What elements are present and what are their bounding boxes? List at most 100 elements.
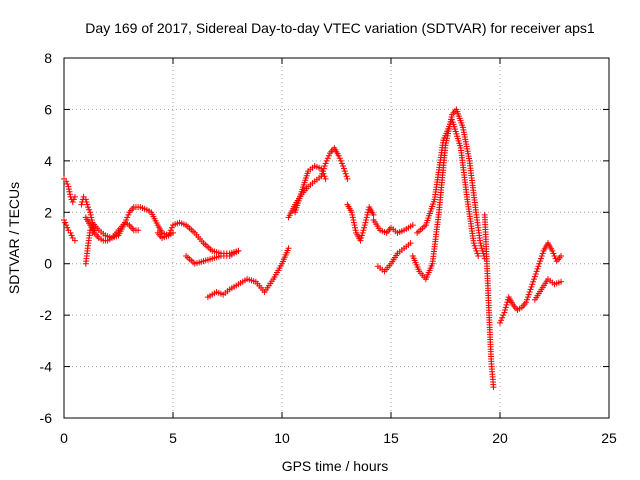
- data-point: [480, 250, 487, 257]
- data-point: [352, 227, 359, 234]
- data-point: [352, 224, 359, 231]
- data-point: [337, 157, 344, 164]
- series-P: [414, 116, 482, 259]
- data-point: [475, 253, 482, 259]
- data-point: [363, 214, 370, 221]
- data-point: [500, 312, 507, 319]
- data-point: [550, 250, 557, 257]
- series-F: [89, 204, 176, 241]
- data-point: [551, 253, 558, 259]
- data-point: [526, 289, 533, 295]
- data-point: [64, 224, 71, 231]
- data-point: [552, 255, 559, 262]
- y-tick-label: 4: [44, 153, 52, 169]
- data-point: [364, 211, 371, 218]
- data-point: [62, 219, 69, 226]
- data-point: [78, 201, 85, 208]
- data-point: [322, 160, 329, 167]
- data-point: [340, 163, 347, 169]
- data-point: [336, 155, 343, 162]
- data-point: [531, 273, 538, 280]
- data-point: [322, 175, 329, 182]
- data-point: [340, 165, 347, 172]
- series-S: [531, 276, 565, 303]
- x-tick-label: 20: [492, 430, 508, 446]
- y-tick-label: -2: [40, 307, 53, 323]
- data-point: [342, 170, 349, 177]
- data-point: [549, 247, 556, 254]
- x-tick-label: 5: [169, 430, 177, 446]
- axis-ticks: 0 5 10 15 20 25 -6 -4 -2 0 2 4 6 8: [40, 50, 617, 446]
- data-point: [167, 227, 174, 234]
- data-point: [166, 229, 173, 236]
- data-point: [533, 268, 540, 275]
- data-point: [407, 240, 414, 247]
- data-point: [360, 227, 367, 234]
- y-axis-label: SDTVAR / TECUs: [6, 182, 22, 294]
- data-point: [350, 217, 357, 223]
- data-point: [165, 232, 172, 239]
- data-point: [470, 240, 477, 247]
- data-point: [477, 240, 484, 247]
- data-point: [524, 296, 531, 303]
- data-point: [502, 304, 509, 311]
- data-point: [320, 170, 327, 177]
- y-tick-label: 0: [44, 256, 52, 272]
- data-point: [324, 155, 331, 162]
- series-Q: [481, 211, 497, 391]
- series-G: [154, 219, 242, 257]
- data-point: [349, 211, 356, 218]
- series-L: [344, 201, 377, 244]
- data-point: [64, 181, 71, 187]
- data-point: [536, 260, 543, 267]
- data-point: [83, 199, 90, 205]
- data-point: [530, 278, 537, 285]
- series-D: [82, 227, 96, 267]
- data-point: [168, 224, 175, 231]
- data-point: [338, 160, 345, 167]
- data-point: [499, 314, 506, 321]
- data-point: [358, 235, 365, 241]
- data-point: [125, 211, 132, 218]
- y-tick-label: -4: [40, 359, 53, 375]
- data-point: [357, 237, 364, 244]
- data-point: [321, 163, 328, 169]
- series-C: [78, 193, 98, 234]
- data-point: [71, 193, 78, 200]
- data-point: [498, 317, 505, 324]
- data-point: [63, 178, 70, 185]
- plot-frame: [63, 57, 610, 419]
- data-point: [532, 271, 539, 277]
- data-point: [539, 250, 546, 257]
- data-point: [88, 214, 95, 221]
- data-point: [69, 199, 76, 205]
- data-point: [344, 175, 351, 182]
- data-point: [61, 217, 67, 223]
- data-point: [524, 294, 531, 301]
- data-point: [323, 157, 330, 164]
- data-point: [478, 245, 485, 252]
- data-points: [61, 106, 565, 391]
- x-axis-label: GPS time / hours: [282, 458, 389, 474]
- data-point: [88, 217, 95, 223]
- data-point: [490, 384, 497, 391]
- data-point: [65, 186, 72, 193]
- data-point: [535, 263, 542, 270]
- data-point: [335, 152, 342, 159]
- grid: [64, 58, 609, 418]
- data-point: [362, 219, 369, 226]
- data-point: [67, 229, 74, 236]
- data-point: [529, 281, 536, 288]
- data-point: [66, 188, 73, 195]
- data-point: [84, 201, 91, 208]
- data-point: [478, 242, 485, 249]
- data-point: [361, 222, 368, 229]
- y-tick-label: 6: [44, 101, 52, 117]
- series-M: [370, 217, 416, 236]
- data-point: [325, 152, 332, 159]
- data-point: [321, 173, 328, 180]
- data-point: [359, 229, 366, 236]
- data-point: [318, 165, 325, 172]
- data-point: [503, 301, 510, 308]
